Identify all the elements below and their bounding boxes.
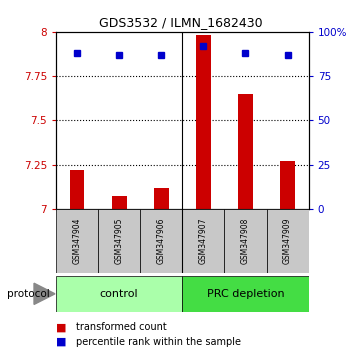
Text: GSM347905: GSM347905: [115, 217, 123, 264]
Bar: [280, 161, 295, 209]
Text: PRC depletion: PRC depletion: [206, 289, 284, 299]
Text: ■: ■: [56, 322, 66, 332]
Bar: [182, 209, 225, 273]
Text: protocol: protocol: [7, 289, 50, 299]
Text: GSM347906: GSM347906: [157, 217, 166, 264]
Bar: [154, 188, 169, 209]
Bar: [56, 276, 182, 312]
Text: GSM347907: GSM347907: [199, 217, 208, 264]
Bar: [70, 170, 84, 209]
Bar: [98, 209, 140, 273]
Bar: [266, 209, 309, 273]
Text: GSM347904: GSM347904: [73, 217, 82, 264]
Text: transformed count: transformed count: [76, 322, 166, 332]
Bar: [182, 276, 309, 312]
Bar: [238, 94, 253, 209]
Bar: [140, 209, 182, 273]
Bar: [225, 209, 266, 273]
Text: control: control: [100, 289, 138, 299]
Bar: [112, 196, 126, 209]
Bar: [196, 35, 211, 209]
Text: ■: ■: [56, 337, 66, 347]
Polygon shape: [34, 283, 55, 304]
Text: GSM347908: GSM347908: [241, 217, 250, 264]
Text: GDS3532 / ILMN_1682430: GDS3532 / ILMN_1682430: [99, 16, 262, 29]
Text: GSM347909: GSM347909: [283, 217, 292, 264]
Bar: [56, 209, 98, 273]
Text: percentile rank within the sample: percentile rank within the sample: [76, 337, 241, 347]
